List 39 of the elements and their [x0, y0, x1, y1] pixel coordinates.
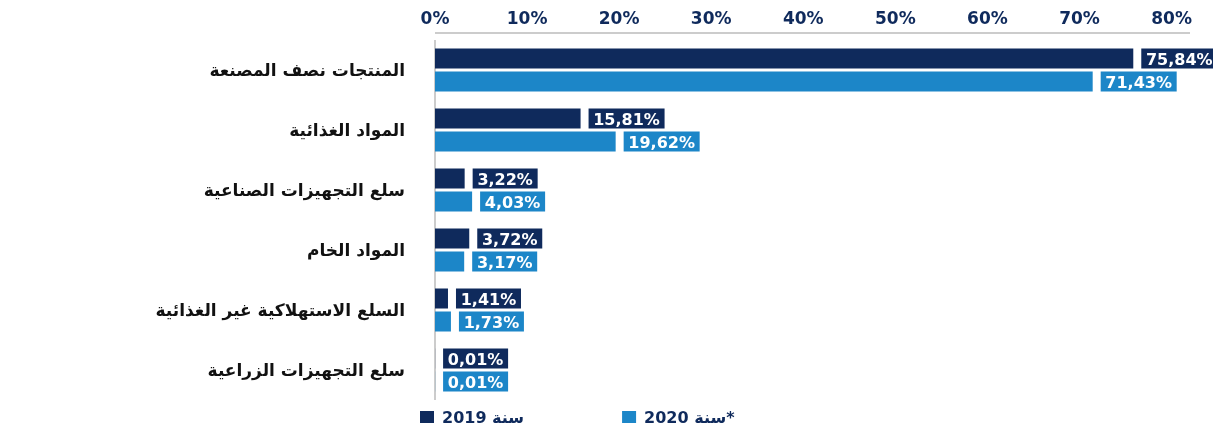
bar: [435, 288, 448, 309]
bar: [435, 168, 465, 189]
bar: [435, 108, 581, 129]
data-label: 0,01%: [447, 372, 504, 392]
data-label: 1,73%: [463, 312, 520, 332]
y-tick-label: سلع التجهيزات الصناعية: [203, 180, 405, 201]
x-tick-label: 30%: [690, 8, 732, 28]
x-tick-label: 40%: [782, 8, 824, 28]
data-label: 3,22%: [477, 169, 533, 189]
legend-label: سنة 2020*: [644, 408, 736, 427]
y-tick-label: المواد الغذائية: [289, 120, 405, 141]
y-tick-label: السلع الاستهلاكية غير الغذائية: [155, 300, 405, 321]
data-label: 19,62%: [628, 132, 695, 152]
bar: [435, 228, 470, 249]
data-label: 4,03%: [484, 192, 541, 212]
data-label: 3,17%: [476, 252, 533, 272]
y-tick-label: سلع التجهيزات الزراعية: [207, 360, 405, 381]
y-tick-label: المواد الخام: [306, 240, 405, 261]
data-label: 71,43%: [1105, 72, 1172, 92]
bar: [435, 251, 465, 272]
data-label: 3,72%: [481, 229, 538, 249]
data-label: 15,81%: [593, 109, 660, 129]
x-tick-label: 50%: [875, 8, 916, 28]
x-tick-label: 20%: [598, 8, 640, 28]
bar: [435, 71, 1093, 92]
bar: [435, 48, 1134, 69]
bar: [435, 311, 451, 332]
bar: [435, 131, 616, 152]
data-label: 75,84%: [1145, 49, 1213, 69]
legend-label: سنة 2019: [442, 408, 525, 427]
x-tick-label: 10%: [506, 8, 548, 28]
y-tick-label: المنتجات نصف المصنعة: [209, 60, 405, 80]
data-label: 1,41%: [460, 289, 517, 309]
x-tick-label: 70%: [1059, 8, 1100, 28]
data-label: 0,01%: [447, 349, 504, 369]
x-tick-label: 0%: [420, 8, 450, 28]
x-tick-label: 80%: [1151, 8, 1192, 28]
x-tick-label: 60%: [967, 8, 1008, 28]
bar: [435, 191, 473, 212]
